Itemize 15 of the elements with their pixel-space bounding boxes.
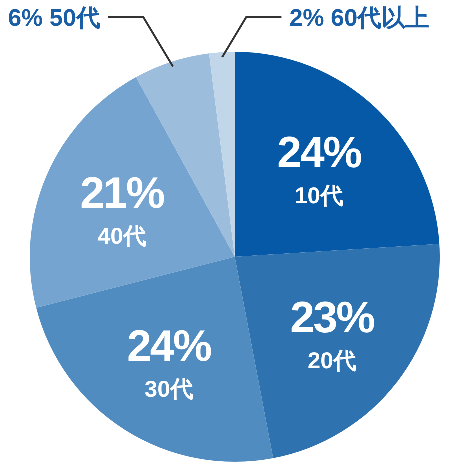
slice-label: 30代: [144, 376, 194, 402]
slice-label: 2% 60代以上: [290, 5, 430, 32]
data-label: 21%: [80, 169, 164, 218]
slice-label: 10代: [294, 182, 344, 208]
pie-slice: [30, 77, 235, 308]
pie-slice: [36, 257, 274, 462]
data-label: 24%: [277, 128, 362, 178]
slice-label: 6% 50代: [8, 5, 100, 32]
pie-slice: [235, 52, 440, 257]
data-label: 24%: [127, 322, 212, 371]
slice-label: 40代: [98, 223, 146, 250]
data-label: 23%: [290, 293, 374, 342]
pie-slice: [209, 52, 235, 257]
slice-label: 20代: [308, 347, 356, 374]
pie-slice: [235, 244, 440, 458]
